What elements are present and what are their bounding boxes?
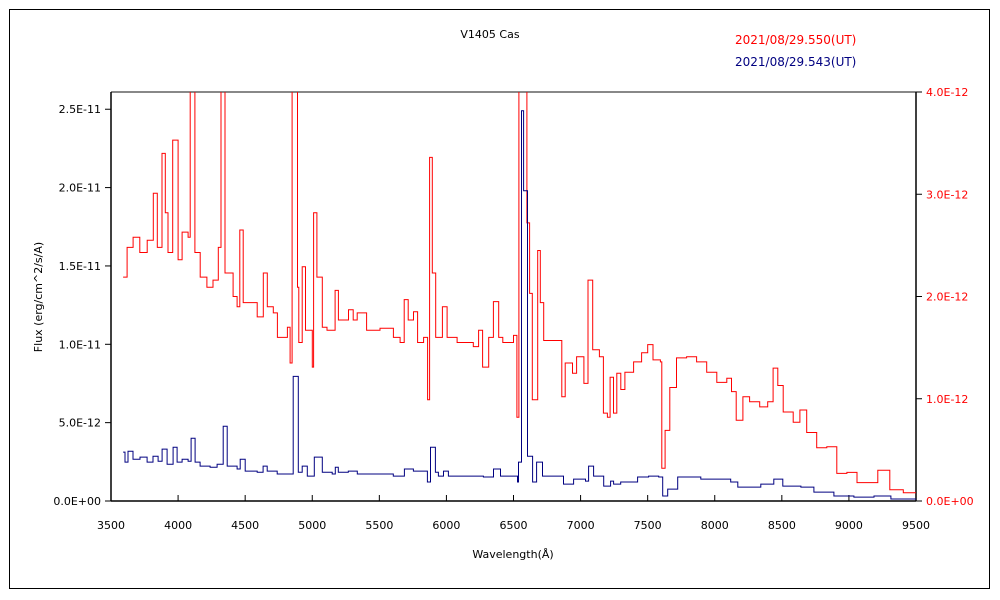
- x-tick-label: 5500: [365, 519, 393, 532]
- x-tick-label: 3500: [97, 519, 125, 532]
- y-tick-label-left: 1.0E-11: [59, 338, 101, 351]
- x-tick-label: 9500: [902, 519, 930, 532]
- x-tick-label: 4000: [164, 519, 192, 532]
- legend-entry-blue: 2021/08/29.543(UT): [735, 55, 856, 69]
- y-tick-label-right: 3.0E-12: [926, 188, 968, 201]
- y-tick-label-left: 5.0E-12: [59, 417, 101, 430]
- y-axis-label: Flux (erg/cm^2/s/A): [32, 242, 45, 352]
- y-tick-label-right: 1.0E-12: [926, 393, 968, 406]
- x-tick-label: 6000: [432, 519, 460, 532]
- y-tick-label-right: 2.0E-12: [926, 291, 968, 304]
- x-tick-label: 4500: [231, 519, 259, 532]
- x-tick-label: 8500: [768, 519, 796, 532]
- chart-title: V1405 Cas: [460, 28, 519, 41]
- y-tick-label-right: 0.0E+00: [926, 495, 974, 508]
- y-tick-label-left: 2.0E-11: [59, 182, 101, 195]
- x-tick-label: 8000: [701, 519, 729, 532]
- y-tick-label-left: 1.5E-11: [59, 260, 101, 273]
- y-tick-label-left: 0.0E+00: [53, 495, 101, 508]
- series-line-1: [123, 110, 916, 500]
- x-axis-label: Wavelength(Å): [472, 548, 553, 561]
- y-tick-label-right: 4.0E-12: [926, 86, 968, 99]
- x-tick-label: 7500: [634, 519, 662, 532]
- x-tick-label: 6500: [500, 519, 528, 532]
- x-tick-label: 7000: [567, 519, 595, 532]
- y-tick-label-left: 2.5E-11: [59, 103, 101, 116]
- x-tick-label: 5000: [298, 519, 326, 532]
- x-tick-label: 9000: [835, 519, 863, 532]
- legend-entry-red: 2021/08/29.550(UT): [735, 33, 856, 47]
- chart-frame: [9, 9, 990, 589]
- series-line-0: [123, 92, 916, 494]
